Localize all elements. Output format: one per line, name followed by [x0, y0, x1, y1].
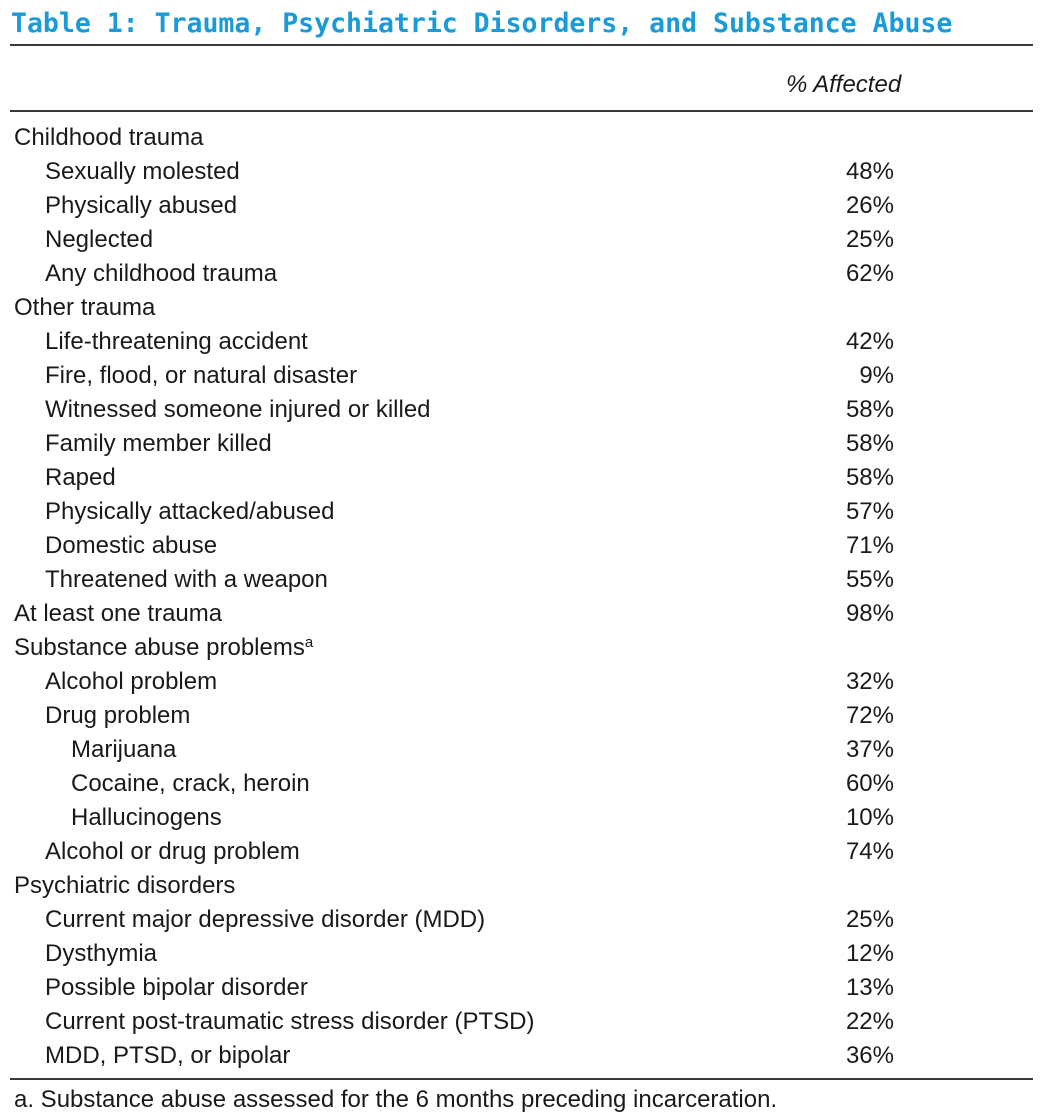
row-value: 42%	[845, 328, 894, 355]
row-value: 58%	[845, 396, 894, 423]
row-label: Childhood trauma	[14, 124, 204, 151]
row-label: Threatened with a weapon	[45, 566, 328, 593]
row-label: Drug problem	[45, 702, 191, 729]
table-row: Possible bipolar disorder 13%	[0, 971, 1044, 1005]
row-value: 26%	[845, 192, 894, 219]
table-footnote: a. Substance abuse assessed for the 6 mo…	[14, 1086, 778, 1113]
table-row: Life-threatening accident 42%	[0, 325, 1044, 359]
row-footnote-marker: a	[304, 633, 314, 651]
table-row: Current major depressive disorder (MDD) 2…	[0, 903, 1044, 937]
table-row: Fire, flood, or natural disaster 9%	[0, 359, 1044, 393]
row-value: 12%	[845, 940, 894, 967]
table-row: Sexually molested 48%	[0, 155, 1044, 189]
row-value: 74%	[845, 838, 894, 865]
row-label: Family member killed	[45, 430, 272, 457]
bottom-rule	[10, 1078, 1033, 1080]
table-row: At least one trauma 98%	[0, 597, 1044, 631]
row-label: Witnessed someone injured or killed	[45, 396, 431, 423]
table-row: Dysthymia 12%	[0, 937, 1044, 971]
row-value: 98%	[845, 600, 894, 627]
row-value: 25%	[845, 906, 894, 933]
row-label: Sexually molested	[45, 158, 240, 185]
row-label: Current post-traumatic stress disorder (…	[45, 1008, 535, 1035]
row-value: 62%	[845, 260, 894, 287]
row-label: MDD, PTSD, or bipolar	[45, 1042, 291, 1069]
table-row: MDD, PTSD, or bipolar 36%	[0, 1039, 1044, 1073]
table-body: Childhood trauma Sexually molested 48% Ph…	[0, 121, 1044, 1073]
table-row: Raped 58%	[0, 461, 1044, 495]
row-label: Other trauma	[14, 294, 156, 321]
row-value: 48%	[845, 158, 894, 185]
table-row: Witnessed someone injured or killed 58%	[0, 393, 1044, 427]
row-label: At least one trauma	[14, 600, 223, 627]
row-value: 10%	[845, 804, 894, 831]
row-value: 58%	[845, 464, 894, 491]
row-value: 58%	[845, 430, 894, 457]
row-label: Current major depressive disorder (MDD)	[45, 906, 486, 933]
row-label: Possible bipolar disorder	[45, 974, 308, 1001]
row-value: 36%	[845, 1042, 894, 1069]
top-rule	[10, 44, 1033, 46]
row-value: 25%	[845, 226, 894, 253]
row-label: Substance abuse problemsa	[14, 633, 314, 661]
table-row: Hallucinogens 10%	[0, 801, 1044, 835]
row-value: 57%	[845, 498, 894, 525]
row-value: 9%	[859, 362, 894, 389]
row-value: 32%	[845, 668, 894, 695]
table-row: Childhood trauma	[0, 121, 1044, 155]
table-row: Physically attacked/abused 57%	[0, 495, 1044, 529]
row-label: Physically attacked/abused	[45, 498, 335, 525]
row-value: 60%	[845, 770, 894, 797]
table-row: Domestic abuse 71%	[0, 529, 1044, 563]
row-label: Marijuana	[71, 736, 177, 763]
table-row: Substance abuse problemsa	[0, 631, 1044, 665]
table-row: Threatened with a weapon 55%	[0, 563, 1044, 597]
row-label: Alcohol or drug problem	[45, 838, 300, 865]
table-row: Cocaine, crack, heroin 60%	[0, 767, 1044, 801]
row-value: 55%	[845, 566, 894, 593]
table-row: Neglected 25%	[0, 223, 1044, 257]
row-label: Neglected	[45, 226, 154, 253]
table-row: Current post-traumatic stress disorder (…	[0, 1005, 1044, 1039]
row-label: Physically abused	[45, 192, 238, 219]
row-label: Hallucinogens	[71, 804, 222, 831]
table-row: Family member killed 58%	[0, 427, 1044, 461]
column-header-percent-affected: % Affected	[786, 71, 902, 98]
row-label: Fire, flood, or natural disaster	[45, 362, 358, 389]
row-value: 72%	[845, 702, 894, 729]
table-row: Physically abused 26%	[0, 189, 1044, 223]
table-row: Drug problem 72%	[0, 699, 1044, 733]
table-row: Alcohol or drug problem 74%	[0, 835, 1044, 869]
table-title: Table 1: Trauma, Psychiatric Disorders, …	[11, 8, 953, 39]
row-label: Any childhood trauma	[45, 260, 278, 287]
header-rule	[10, 110, 1033, 112]
table-row: Any childhood trauma 62%	[0, 257, 1044, 291]
table-row: Marijuana 37%	[0, 733, 1044, 767]
row-label: Alcohol problem	[45, 668, 218, 695]
row-label: Psychiatric disorders	[14, 872, 236, 899]
table-row: Other trauma	[0, 291, 1044, 325]
table-row: Psychiatric disorders	[0, 869, 1044, 903]
table-row: Alcohol problem 32%	[0, 665, 1044, 699]
row-label: Cocaine, crack, heroin	[71, 770, 310, 797]
row-value: 37%	[845, 736, 894, 763]
row-value: 22%	[845, 1008, 894, 1035]
row-label: Domestic abuse	[45, 532, 218, 559]
row-value: 13%	[845, 974, 894, 1001]
row-label: Life-threatening accident	[45, 328, 308, 355]
row-label: Raped	[45, 464, 116, 491]
row-value: 71%	[845, 532, 894, 559]
row-label: Dysthymia	[45, 940, 158, 967]
